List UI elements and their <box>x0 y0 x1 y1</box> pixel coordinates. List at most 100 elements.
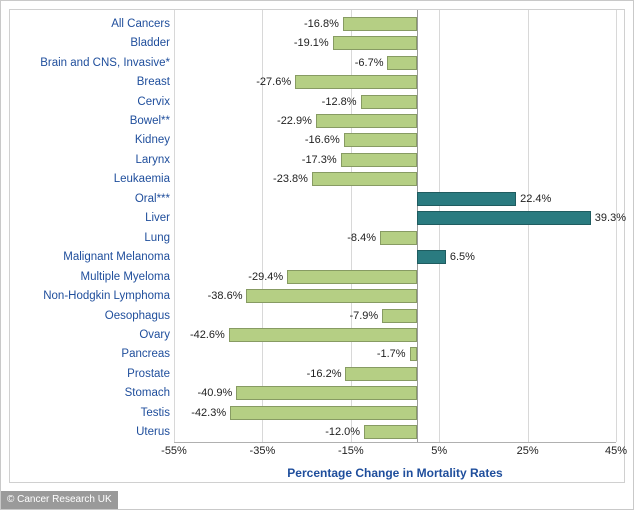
bar <box>417 211 591 225</box>
value-label: -42.6% <box>190 329 225 341</box>
bar <box>364 425 417 439</box>
bar <box>236 386 417 400</box>
value-label: -7.9% <box>349 310 378 322</box>
chart-frame: All Cancers -16.8% Bladder -19.1% Brain and … <box>0 0 634 510</box>
chart-area: All Cancers -16.8% Bladder -19.1% Brain and … <box>9 9 625 483</box>
value-label: -23.8% <box>273 173 308 185</box>
category-label: Bladder <box>10 37 170 49</box>
value-label: -29.4% <box>248 271 283 283</box>
category-label: Multiple Myeloma <box>10 271 170 283</box>
bar <box>333 36 417 50</box>
x-tick-label: -15% <box>338 445 364 457</box>
bar <box>410 347 418 361</box>
x-axis-line <box>174 442 616 443</box>
bar-row: Malignant Melanoma 6.5% <box>10 247 624 266</box>
bar <box>382 309 417 323</box>
category-label: Uterus <box>10 426 170 438</box>
bar <box>246 289 417 303</box>
bar <box>230 406 417 420</box>
value-label: 6.5% <box>450 251 475 263</box>
bar-row: Liver 39.3% <box>10 209 624 228</box>
value-label: -22.9% <box>277 115 312 127</box>
bar <box>341 153 417 167</box>
value-label: 22.4% <box>520 193 551 205</box>
bar <box>343 17 417 31</box>
bar <box>229 328 417 342</box>
x-tick-label: -35% <box>250 445 276 457</box>
value-label: -1.7% <box>377 348 406 360</box>
bar-row: Breast -27.6% <box>10 72 624 91</box>
value-label: -16.6% <box>305 134 340 146</box>
bar-row: Uterus -12.0% <box>10 423 624 442</box>
value-label: -6.7% <box>355 57 384 69</box>
bar-row: Pancreas -1.7% <box>10 345 624 364</box>
bar <box>361 95 418 109</box>
bar-row: Prostate -16.2% <box>10 364 624 383</box>
value-label: -8.4% <box>347 232 376 244</box>
bar <box>417 250 446 264</box>
category-label: Prostate <box>10 368 170 380</box>
credit-label: © Cancer Research UK <box>1 491 118 509</box>
category-label: Larynx <box>10 154 170 166</box>
bar <box>344 133 417 147</box>
bar-row: Testis -42.3% <box>10 403 624 422</box>
x-tick-label: 45% <box>605 445 627 457</box>
category-label: All Cancers <box>10 18 170 30</box>
x-axis: -55% -35% -15% 5% 25% 45% Percentage Change in… <box>10 442 624 482</box>
bar-row: Lung -8.4% <box>10 228 624 247</box>
x-tick-label: 25% <box>517 445 539 457</box>
category-label: Breast <box>10 76 170 88</box>
x-tick-label: 5% <box>431 445 447 457</box>
bar-row: Oral*** 22.4% <box>10 189 624 208</box>
category-label: Cervix <box>10 96 170 108</box>
bar-row: Brain and CNS, Invasive* -6.7% <box>10 53 624 72</box>
category-label: Non-Hodgkin Lymphoma <box>10 290 170 302</box>
value-label: -40.9% <box>197 387 232 399</box>
bar-row: Non-Hodgkin Lymphoma -38.6% <box>10 286 624 305</box>
bar-row: Kidney -16.6% <box>10 131 624 150</box>
bar-row: Leukaemia -23.8% <box>10 170 624 189</box>
category-label: Oesophagus <box>10 310 170 322</box>
bar-row: Stomach -40.9% <box>10 384 624 403</box>
bar <box>380 231 417 245</box>
category-label: Brain and CNS, Invasive* <box>10 57 170 69</box>
value-label: -12.0% <box>325 426 360 438</box>
x-tick-label: -55% <box>161 445 187 457</box>
bar <box>287 270 417 284</box>
bar-row: Larynx -17.3% <box>10 150 624 169</box>
bar-row: Multiple Myeloma -29.4% <box>10 267 624 286</box>
bar <box>295 75 417 89</box>
category-label: Bowel** <box>10 115 170 127</box>
bar-row: Oesophagus -7.9% <box>10 306 624 325</box>
bar <box>345 367 417 381</box>
category-label: Pancreas <box>10 348 170 360</box>
value-label: -38.6% <box>208 290 243 302</box>
category-label: Malignant Melanoma <box>10 251 170 263</box>
x-axis-title: Percentage Change in Mortality Rates <box>287 466 502 480</box>
category-label: Ovary <box>10 329 170 341</box>
category-label: Leukaemia <box>10 173 170 185</box>
bar <box>387 56 417 70</box>
category-label: Stomach <box>10 387 170 399</box>
bar <box>316 114 417 128</box>
bar <box>417 192 516 206</box>
value-label: -27.6% <box>256 76 291 88</box>
category-label: Liver <box>10 212 170 224</box>
plot-area: All Cancers -16.8% Bladder -19.1% Brain and … <box>10 10 624 442</box>
category-label: Kidney <box>10 134 170 146</box>
value-label: 39.3% <box>595 212 626 224</box>
category-label: Testis <box>10 407 170 419</box>
bar-row: Bladder -19.1% <box>10 33 624 52</box>
value-label: -16.2% <box>307 368 342 380</box>
value-label: -17.3% <box>302 154 337 166</box>
value-label: -16.8% <box>304 18 339 30</box>
bar-row: Ovary -42.6% <box>10 325 624 344</box>
value-label: -19.1% <box>294 37 329 49</box>
bar-row: All Cancers -16.8% <box>10 14 624 33</box>
bar-row: Bowel** -22.9% <box>10 111 624 130</box>
category-label: Oral*** <box>10 193 170 205</box>
category-label: Lung <box>10 232 170 244</box>
bar-row: Cervix -12.8% <box>10 92 624 111</box>
value-label: -12.8% <box>322 96 357 108</box>
value-label: -42.3% <box>191 407 226 419</box>
